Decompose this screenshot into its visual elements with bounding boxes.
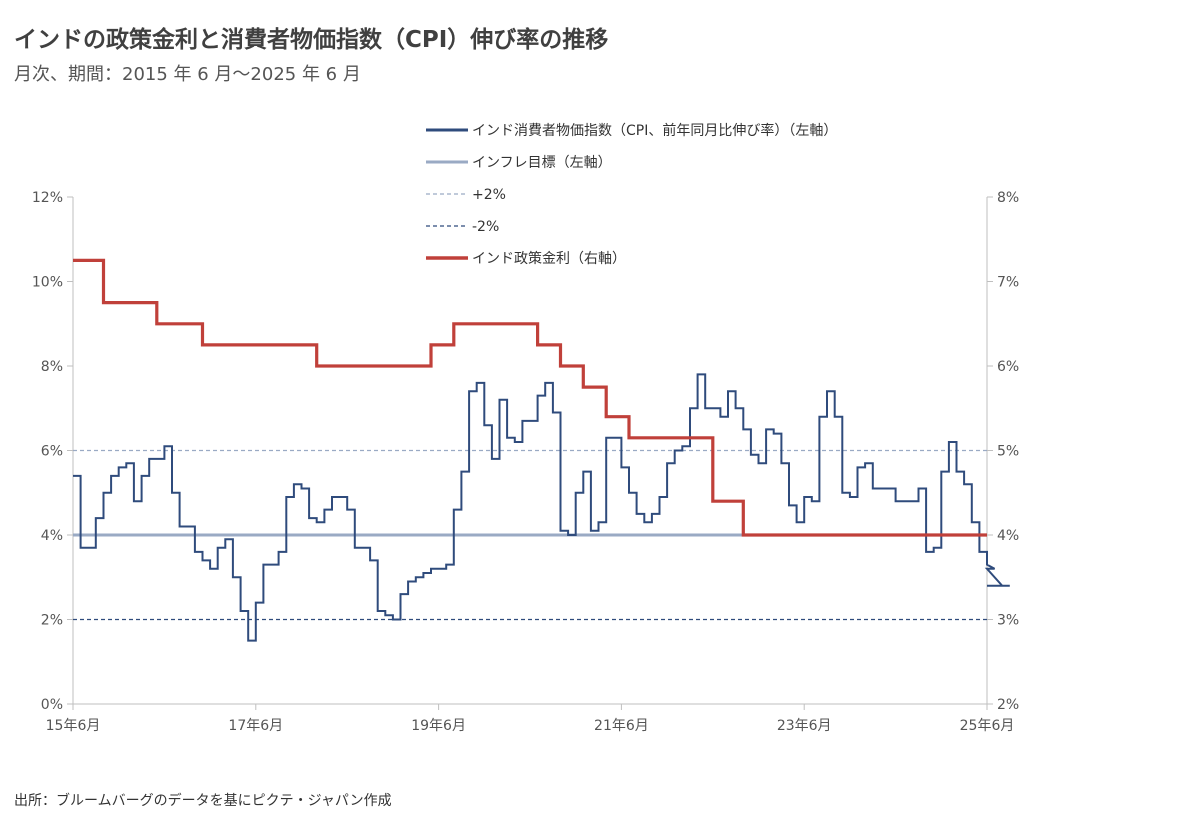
cpi-series-line	[73, 373, 1010, 642]
legend-label: インフレ目標（左軸）	[472, 155, 612, 171]
source-note: 出所：ブルームバーグのデータを基にピクテ・ジャパン作成	[14, 793, 392, 809]
left-tick-label: 4%	[41, 528, 63, 544]
chart-subtitle: 月次、期間：2015 年 6 月～2025 年 6 月	[14, 64, 361, 85]
legend-label: インド消費者物価指数（CPI、前年同月比伸び率）（左軸）	[472, 122, 837, 139]
x-tick-label: 15年6月	[46, 718, 101, 734]
left-tick-label: 10%	[32, 275, 63, 291]
right-tick-label: 5%	[997, 444, 1019, 460]
x-tick-label: 23年6月	[777, 718, 832, 734]
right-tick-label: 2%	[997, 697, 1019, 713]
policy-rate-series-line	[73, 258, 987, 537]
left-tick-label: 2%	[41, 613, 63, 629]
x-tick-label: 21年6月	[594, 718, 649, 734]
chart-title: インドの政策金利と消費者物価指数（CPI）伸び率の推移	[14, 27, 609, 53]
left-tick-label: 6%	[41, 444, 63, 460]
legend-label: +2%	[472, 187, 506, 203]
left-tick-label: 8%	[41, 359, 63, 375]
right-tick-label: 4%	[997, 528, 1019, 544]
right-tick-label: 6%	[997, 359, 1019, 375]
x-tick-label: 17年6月	[228, 718, 283, 734]
x-tick-label: 25年6月	[960, 718, 1015, 734]
right-tick-label: 3%	[997, 613, 1019, 629]
x-tick-label: 19年6月	[411, 718, 466, 734]
right-tick-label: 7%	[997, 275, 1019, 291]
right-tick-label: 8%	[997, 190, 1019, 206]
left-tick-label: 12%	[32, 190, 63, 206]
legend-label: インド政策金利（右軸）	[472, 250, 626, 267]
left-tick-label: 0%	[41, 697, 63, 713]
legend-label: -2%	[472, 219, 499, 235]
